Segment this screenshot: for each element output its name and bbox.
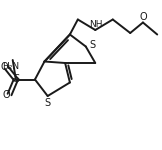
Text: O: O — [0, 62, 8, 72]
Text: S: S — [45, 98, 51, 108]
Text: O: O — [140, 12, 148, 22]
Text: H₂N: H₂N — [3, 61, 20, 70]
Text: S: S — [89, 40, 95, 50]
Text: S: S — [14, 75, 20, 84]
Text: NH: NH — [89, 20, 103, 29]
Text: O: O — [3, 90, 11, 99]
